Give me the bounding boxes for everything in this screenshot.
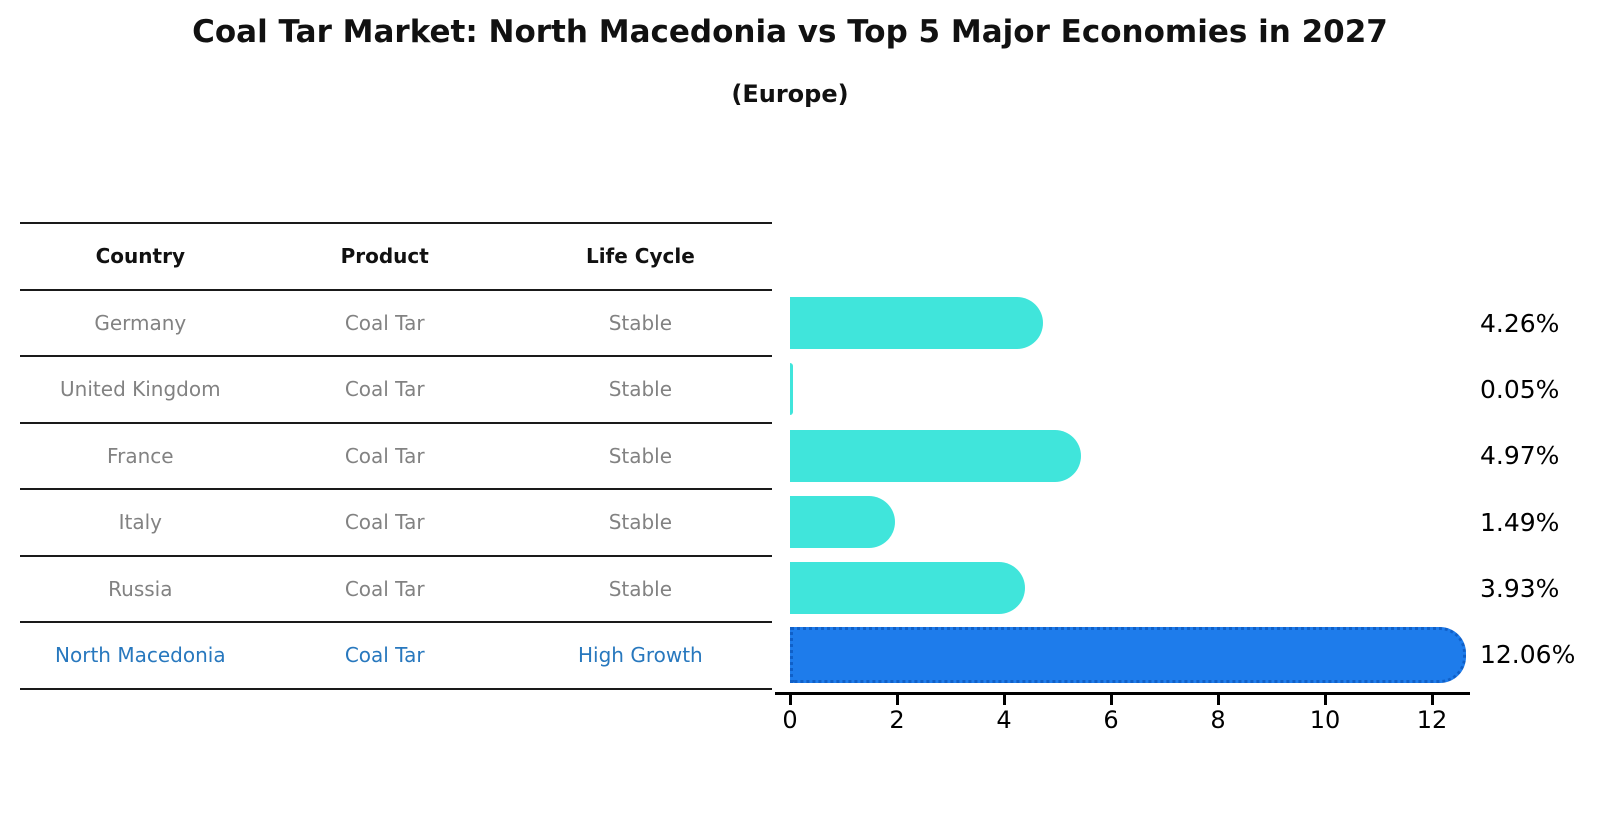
chart-subtitle: (Europe)	[731, 80, 849, 108]
cell-product: Coal Tar	[344, 377, 425, 402]
cell-country: United Kingdom	[60, 377, 221, 402]
table-row-united-kingdom: United Kingdom Coal Tar Stable	[20, 357, 772, 424]
table-row-russia: Russia Coal Tar Stable	[20, 557, 772, 623]
x-tick-label: 8	[1210, 706, 1226, 734]
value-label-italy: 1.49%	[1480, 507, 1560, 537]
cell-country: Italy	[118, 510, 162, 535]
cell-country: France	[107, 443, 174, 468]
bar-row	[790, 423, 1480, 489]
table-row-italy: Italy Coal Tar Stable	[20, 490, 772, 557]
cell-product: Coal Tar	[344, 310, 425, 335]
cell-country: Russia	[108, 576, 173, 601]
cell-country: North Macedonia	[55, 643, 226, 668]
x-tick-label: 2	[889, 706, 905, 734]
cell-product: Coal Tar	[344, 510, 425, 535]
value-label-france: 4.97%	[1480, 441, 1560, 471]
column-header-life-cycle: Life Cycle	[585, 244, 695, 269]
x-tick-mark	[1216, 695, 1220, 705]
x-tick-label: 4	[996, 706, 1012, 734]
value-label-germany: 4.26%	[1480, 308, 1560, 338]
x-tick-mark	[1430, 695, 1434, 705]
bar-row	[790, 622, 1480, 688]
bar-russia	[790, 562, 1026, 615]
cell-life-cycle: Stable	[608, 443, 673, 468]
country-table: Country Product Life Cycle Germany Coal …	[20, 222, 772, 690]
x-tick-label: 12	[1416, 706, 1448, 734]
bar-row	[790, 290, 1480, 356]
cell-life-cycle: Stable	[608, 576, 673, 601]
value-label-russia: 3.93%	[1480, 573, 1560, 603]
x-tick-mark	[1109, 695, 1113, 705]
cell-country: Germany	[94, 310, 187, 335]
column-header-country: Country	[95, 244, 185, 269]
x-tick-mark	[788, 695, 792, 705]
bar-germany	[790, 297, 1043, 350]
value-label-north-macedonia: 12.06%	[1480, 640, 1576, 670]
value-label-united-kingdom: 0.05%	[1480, 374, 1560, 404]
x-axis: 0 2 4 6 8 10 12	[775, 692, 1470, 742]
cell-life-cycle: Stable	[608, 310, 673, 335]
bar-italy	[790, 496, 895, 549]
x-axis-line	[775, 692, 1470, 695]
bar-north-macedonia	[790, 626, 1467, 683]
bar-united-kingdom	[790, 363, 793, 416]
bar-row	[790, 555, 1480, 621]
cell-product: Coal Tar	[344, 443, 425, 468]
x-tick-mark	[895, 695, 899, 705]
cell-product: Coal Tar	[344, 643, 425, 668]
bar-row	[790, 356, 1480, 422]
cell-life-cycle: Stable	[608, 510, 673, 535]
x-tick-mark	[1002, 695, 1006, 705]
table-header-row: Country Product Life Cycle	[20, 224, 772, 291]
cell-product: Coal Tar	[344, 576, 425, 601]
x-tick-label: 6	[1103, 706, 1119, 734]
x-tick-label: 10	[1309, 706, 1341, 734]
bar-row	[790, 489, 1480, 555]
table-row-france: France Coal Tar Stable	[20, 424, 772, 490]
table-row-north-macedonia: North Macedonia Coal Tar High Growth	[20, 623, 772, 690]
chart-title: Coal Tar Market: North Macedonia vs Top …	[192, 14, 1388, 50]
column-header-product: Product	[340, 244, 429, 269]
cell-life-cycle: High Growth	[578, 643, 703, 668]
table-row-germany: Germany Coal Tar Stable	[20, 291, 772, 357]
x-tick-mark	[1323, 695, 1327, 705]
bar-value-labels: 4.26% 0.05% 4.97% 1.49% 3.93% 12.06%	[1480, 290, 1604, 688]
bar-chart	[790, 290, 1480, 688]
bar-france	[790, 429, 1081, 482]
cell-life-cycle: Stable	[608, 377, 673, 402]
x-tick-label: 0	[782, 706, 798, 734]
